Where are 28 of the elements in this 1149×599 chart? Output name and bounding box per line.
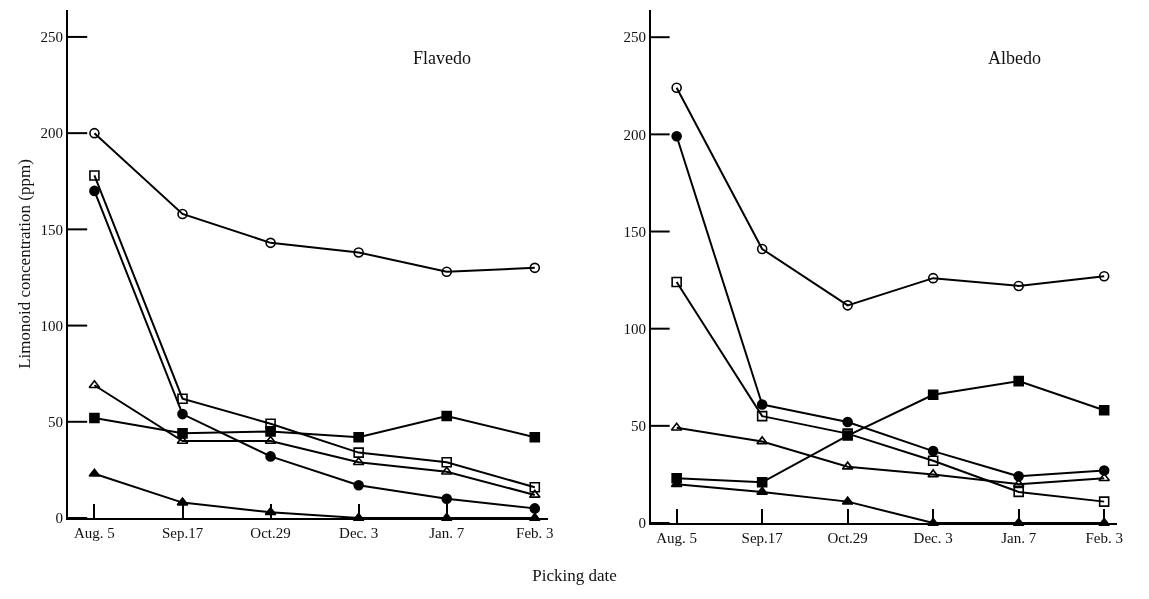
text: Flavedo	[413, 48, 471, 68]
x-tick-label: Feb. 3	[516, 525, 554, 541]
x-tick-label: Oct.29	[827, 530, 868, 546]
x-tick-label: Jan. 7	[429, 525, 465, 541]
y-tick-label: 50	[631, 418, 646, 435]
y-tick-label: 200	[40, 125, 63, 142]
x-tick-label: Oct.29	[250, 525, 291, 541]
text: Albedo	[988, 48, 1041, 68]
y-tick-label: 0	[55, 510, 63, 527]
x-tick-label: Sep.17	[161, 525, 204, 541]
x-tick-label: Dec. 3	[339, 525, 379, 541]
x-axis-title: Picking date	[531, 566, 618, 586]
y-tick-label: 100	[623, 320, 646, 337]
y-tick-label: 50	[48, 414, 63, 431]
y-tick-label: 0	[638, 515, 646, 532]
x-tick-label: Jan. 7	[1001, 530, 1037, 546]
y-axis-title: Limonoid concentration (ppm)	[14, 159, 34, 369]
x-tick-label: Sep.17	[741, 530, 784, 546]
y-tick-label: 150	[623, 223, 646, 240]
x-tick-label: Dec. 3	[913, 530, 953, 546]
y-tick-label: 250	[623, 29, 646, 46]
y-tick-label: 100	[40, 317, 63, 334]
x-tick-label: Feb. 3	[1085, 530, 1123, 546]
x-tick-label: Aug. 5	[656, 530, 698, 546]
y-tick-label: 150	[40, 221, 63, 238]
y-tick-label: 200	[623, 126, 646, 143]
y-tick-label: 250	[40, 29, 63, 46]
x-tick-label: Aug. 5	[74, 525, 115, 541]
